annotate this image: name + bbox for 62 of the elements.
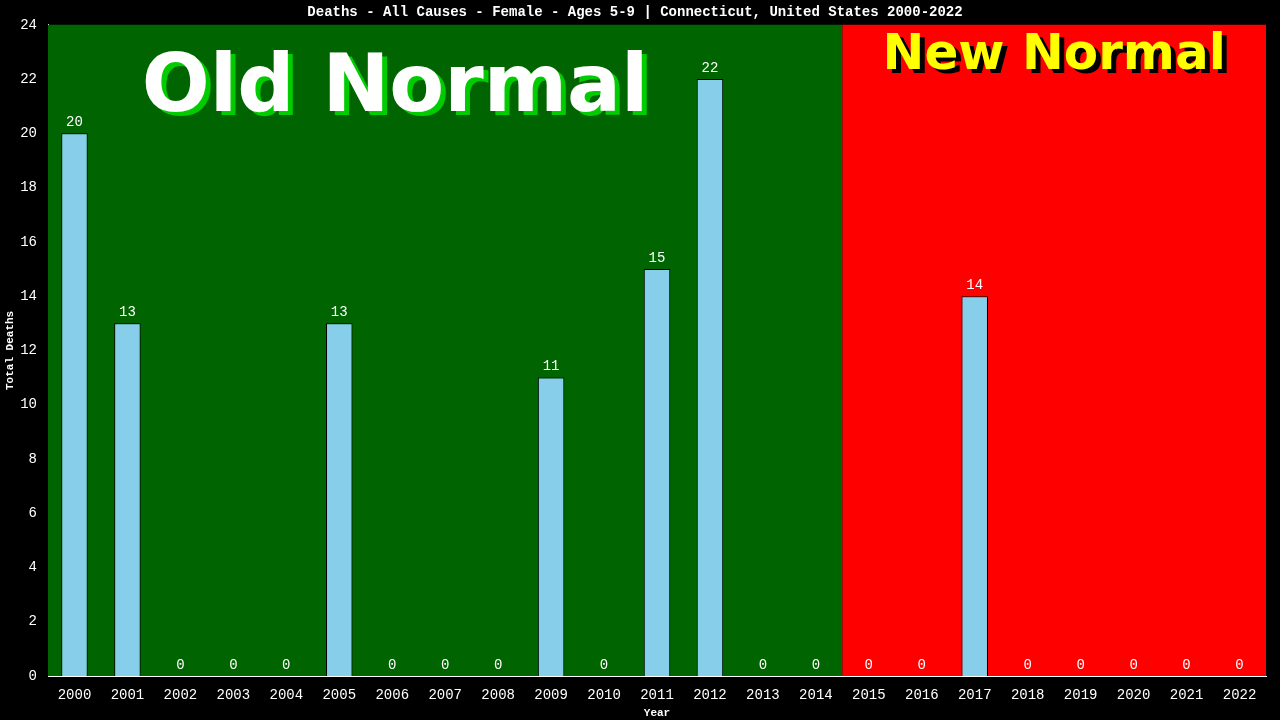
data-label: 0 <box>811 656 821 673</box>
x-tick-label: 2009 <box>534 687 568 704</box>
data-label: 0 <box>388 656 397 673</box>
x-tick-label: 2005 <box>322 687 357 704</box>
x-tick-label: 2020 <box>1116 687 1151 704</box>
y-tick-label: 14 <box>20 287 37 304</box>
x-axis-title: Year <box>643 707 671 720</box>
data-label: 0 <box>1076 656 1085 673</box>
x-tick-label: 2010 <box>587 687 621 704</box>
x-tick-label: 2007 <box>428 687 462 704</box>
x-tick-label: 2006 <box>375 687 410 704</box>
y-tick-label: 16 <box>20 233 37 250</box>
data-label: 0 <box>493 656 503 673</box>
x-tick-label: 2022 <box>1222 687 1257 704</box>
y-tick-label: 18 <box>20 179 37 196</box>
data-label: 0 <box>758 656 768 673</box>
data-label: 22 <box>701 59 719 76</box>
x-tick-label: 2000 <box>57 687 92 704</box>
x-tick-label: 2002 <box>163 687 198 704</box>
y-tick-label: 22 <box>20 70 37 87</box>
y-tick-label: 10 <box>20 396 37 413</box>
x-tick-label: 2014 <box>799 687 833 704</box>
y-tick-label: 8 <box>28 450 37 467</box>
data-label: 20 <box>66 114 83 131</box>
data-label: 0 <box>1182 656 1191 673</box>
data-label: 0 <box>917 656 926 673</box>
y-tick-label: 24 <box>20 16 37 33</box>
data-label: 0 <box>1235 656 1244 673</box>
data-label: 0 <box>599 656 609 673</box>
x-tick-label: 2004 <box>269 687 304 704</box>
data-label: 14 <box>966 276 984 293</box>
x-tick-label: 2003 <box>216 687 251 704</box>
data-label: 11 <box>542 358 560 375</box>
data-label: 0 <box>440 656 450 673</box>
y-axis-title: Total Deaths <box>4 310 17 391</box>
x-tick-label: 2018 <box>1010 687 1045 704</box>
x-tick-label: 2011 <box>640 687 674 704</box>
data-label: 13 <box>330 303 348 320</box>
data-label: 0 <box>1023 656 1032 673</box>
y-tick-label: 4 <box>28 559 37 576</box>
data-label: 15 <box>648 249 666 266</box>
x-tick-label: 2016 <box>904 687 939 704</box>
x-tick-label: 2017 <box>957 687 992 704</box>
x-tick-label: 2012 <box>693 687 727 704</box>
data-label: 0 <box>282 656 291 673</box>
y-tick-label: 12 <box>20 342 37 359</box>
x-tick-label: 2001 <box>110 687 145 704</box>
x-tick-label: 2013 <box>746 687 780 704</box>
data-label: 0 <box>864 656 874 673</box>
data-label: 0 <box>1129 656 1138 673</box>
x-tick-label: 2008 <box>481 687 515 704</box>
y-tick-label: 2 <box>28 613 37 630</box>
chart-title: Deaths - All Causes - Female - Ages 5-9 | Connecticut, United States 2000-2022 <box>307 3 963 20</box>
x-tick-label: 2019 <box>1063 687 1098 704</box>
y-tick-label: 0 <box>28 667 37 684</box>
data-label: 13 <box>119 303 136 320</box>
x-tick-label: 2015 <box>852 687 886 704</box>
data-label: 0 <box>176 656 185 673</box>
y-tick-label: 20 <box>20 125 37 142</box>
x-tick-label: 2021 <box>1169 687 1204 704</box>
y-tick-label: 6 <box>28 504 37 521</box>
data-label: 0 <box>229 656 238 673</box>
